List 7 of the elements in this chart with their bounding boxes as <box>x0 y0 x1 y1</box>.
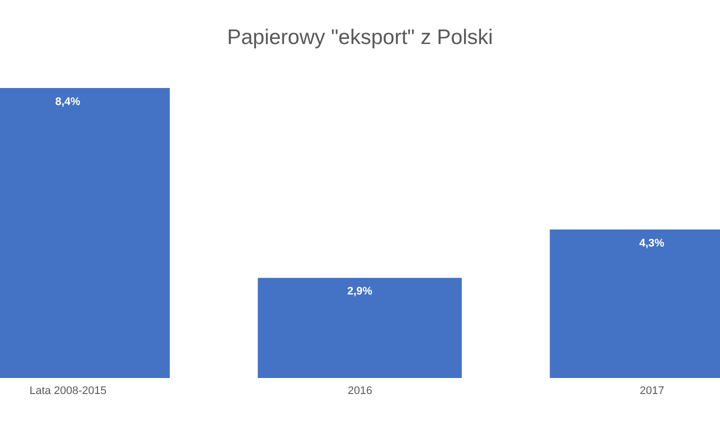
x-tick-label: 2017 <box>640 384 664 397</box>
data-label: 8,4% <box>55 96 81 108</box>
chart-title: Papierowy "eksport" z Polski <box>226 26 494 50</box>
x-tick-label: Lata 2008-2015 <box>29 384 107 397</box>
data-label: 2,9% <box>347 286 373 298</box>
data-label: 4,3% <box>639 237 665 250</box>
x-tick-label: 2016 <box>348 384 372 397</box>
